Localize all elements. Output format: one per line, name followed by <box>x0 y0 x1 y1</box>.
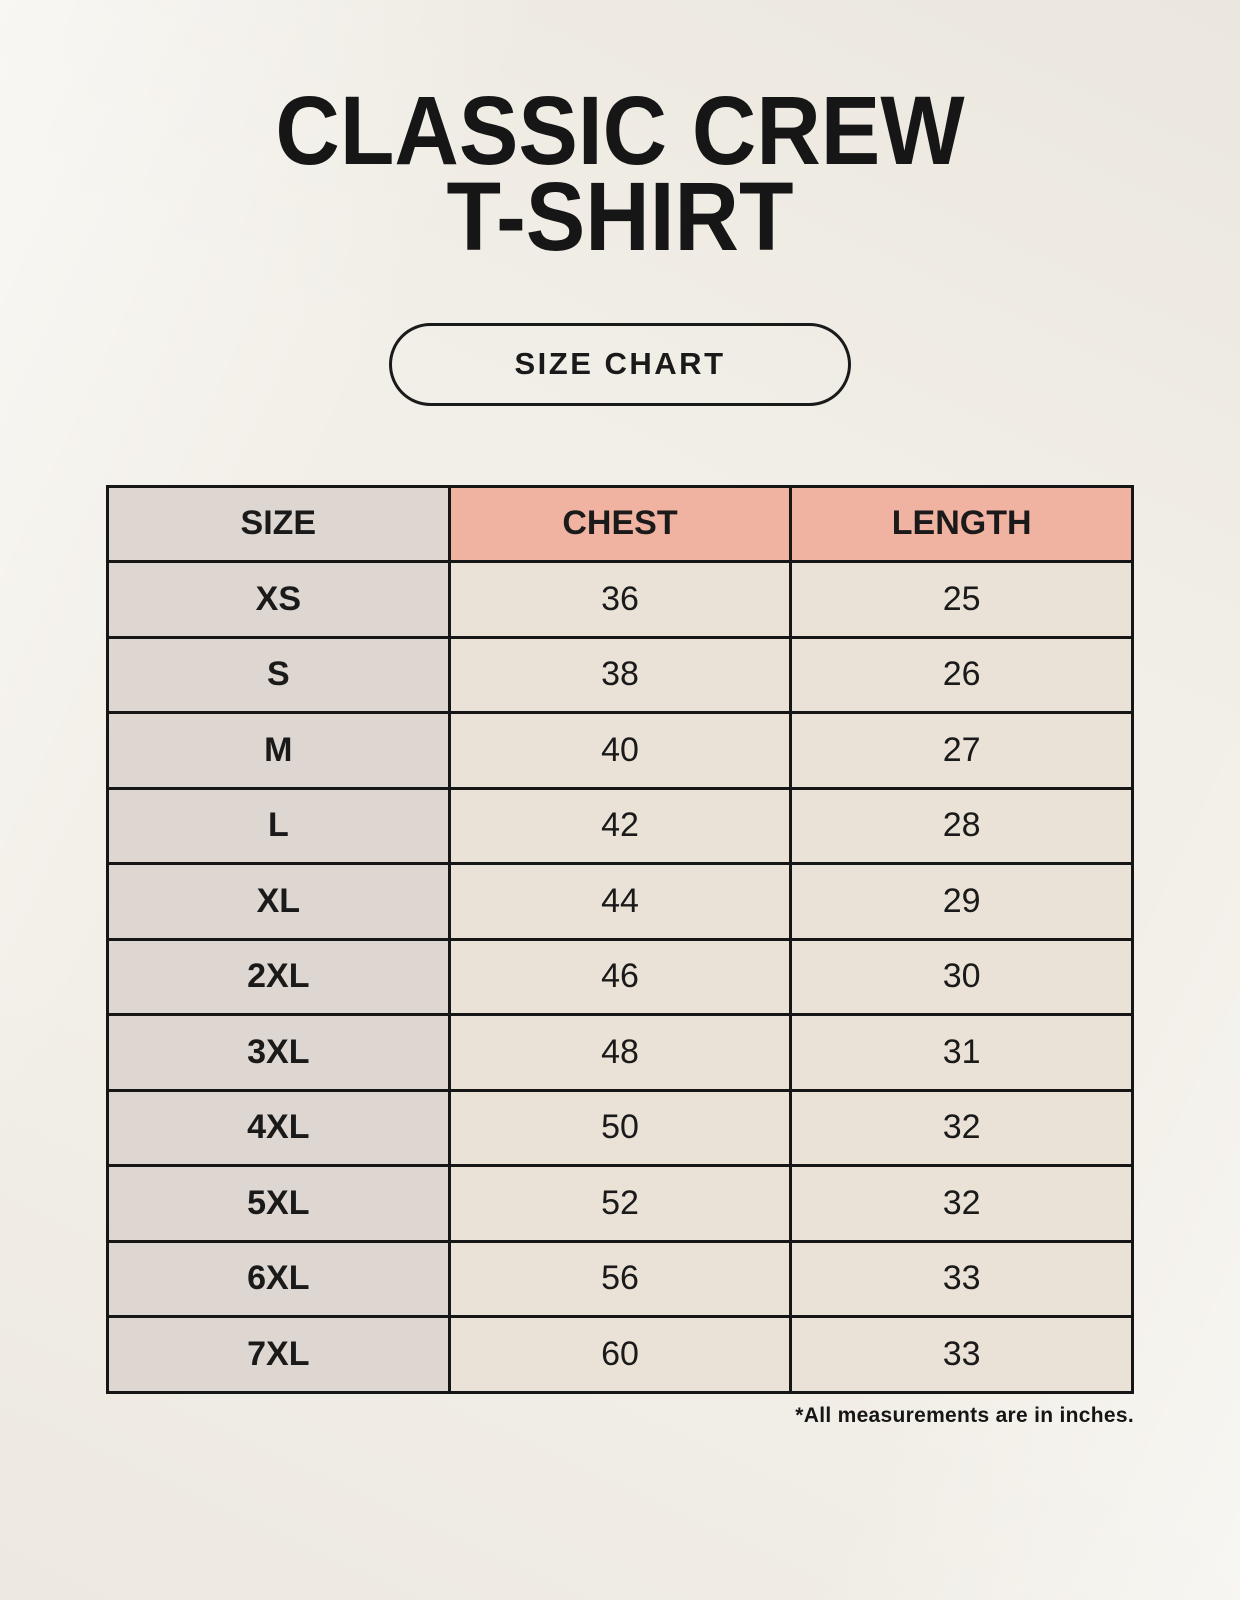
length-cell: 33 <box>789 1315 1134 1394</box>
table-row: L 42 28 <box>106 786 1134 866</box>
chest-cell: 48 <box>447 1013 793 1092</box>
table-row: S 38 26 <box>106 635 1134 715</box>
table-row: M 40 27 <box>106 711 1134 790</box>
size-cell: 6XL <box>106 1239 451 1319</box>
chest-cell: 50 <box>447 1088 793 1168</box>
table-row: 3XL 48 31 <box>106 1013 1134 1092</box>
size-cell: 5XL <box>106 1164 451 1243</box>
length-cell: 32 <box>789 1164 1134 1243</box>
column-header-chest: CHEST <box>447 484 793 564</box>
page-title-line2: T-SHIRT <box>446 162 794 272</box>
chest-cell: 36 <box>447 560 793 639</box>
chest-cell: 52 <box>447 1164 793 1243</box>
chest-cell: 44 <box>447 862 793 941</box>
size-table-header: SIZE CHEST LENGTH <box>106 484 1134 564</box>
size-cell: S <box>106 635 451 715</box>
length-cell: 28 <box>789 786 1134 866</box>
measurements-footnote: *All measurements are in inches. <box>795 1403 1134 1427</box>
chest-cell: 38 <box>447 635 793 715</box>
chest-cell: 42 <box>447 786 793 866</box>
table-row: 2XL 46 30 <box>106 937 1134 1017</box>
column-header-length: LENGTH <box>789 484 1134 564</box>
size-chart-badge: SIZE CHART <box>389 322 851 406</box>
size-table-body: XS 36 25 S 38 26 M 40 27 L 42 28 XL 44 29 2XL 46 30 3XL 48 3… <box>106 560 1134 1394</box>
chest-cell: 46 <box>447 937 793 1017</box>
size-cell: 2XL <box>106 937 451 1017</box>
table-row: 7XL 60 33 <box>106 1315 1134 1394</box>
page-title-line1: CLASSIC CREW <box>275 76 965 185</box>
table-row: 6XL 56 33 <box>106 1239 1134 1319</box>
length-cell: 26 <box>789 635 1134 715</box>
length-cell: 29 <box>789 862 1134 941</box>
size-table-container: SIZE CHEST LENGTH XS 36 25 S 38 26 M 40 27 L 42 28 X… <box>106 484 1134 1394</box>
size-cell: L <box>106 786 451 866</box>
table-row: 5XL 52 32 <box>106 1164 1134 1243</box>
table-row: 4XL 50 32 <box>106 1088 1134 1168</box>
header-row: SIZE CHEST LENGTH <box>106 484 1134 564</box>
table-row: XL 44 29 <box>106 862 1134 941</box>
chest-cell: 60 <box>447 1315 793 1394</box>
length-cell: 30 <box>789 937 1134 1017</box>
length-cell: 33 <box>789 1239 1134 1319</box>
size-cell: XS <box>106 560 451 639</box>
size-table: SIZE CHEST LENGTH XS 36 25 S 38 26 M 40 27 L 42 28 X… <box>106 484 1134 1394</box>
length-cell: 25 <box>789 560 1134 639</box>
size-cell: M <box>106 711 451 790</box>
size-cell: 7XL <box>106 1315 451 1394</box>
table-row: XS 36 25 <box>106 560 1134 639</box>
length-cell: 32 <box>789 1088 1134 1168</box>
chest-cell: 40 <box>447 711 793 790</box>
length-cell: 27 <box>789 711 1134 790</box>
length-cell: 31 <box>789 1013 1134 1092</box>
size-cell: 3XL <box>106 1013 451 1092</box>
size-cell: XL <box>106 862 451 941</box>
chest-cell: 56 <box>447 1239 793 1319</box>
page-title: CLASSIC CREW T-SHIRT <box>50 0 1191 265</box>
size-cell: 4XL <box>106 1088 451 1168</box>
column-header-size: SIZE <box>106 484 451 564</box>
